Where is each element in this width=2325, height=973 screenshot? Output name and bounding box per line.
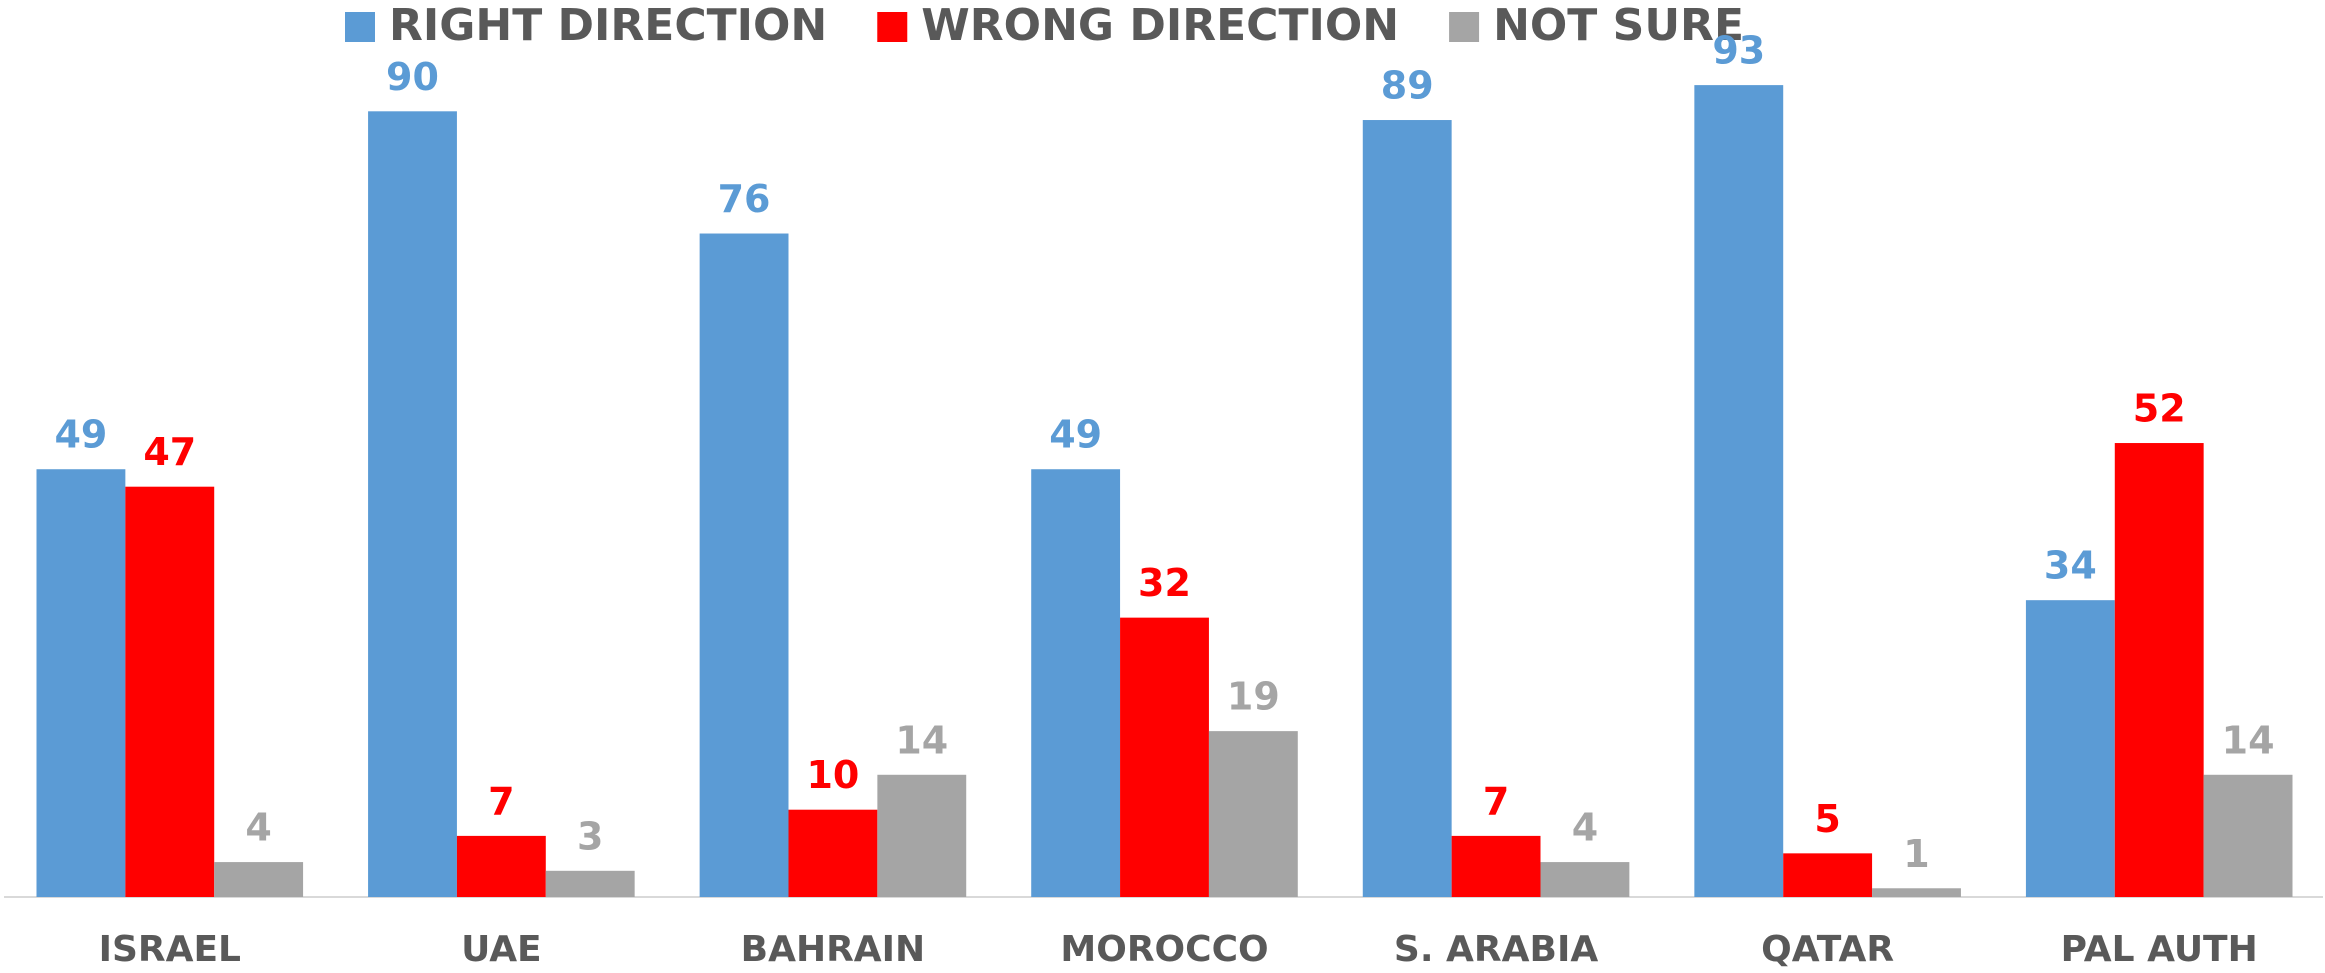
legend-swatch	[877, 12, 908, 42]
bar	[1783, 853, 1873, 897]
bar	[214, 862, 304, 897]
bar	[2203, 774, 2293, 897]
bar	[456, 835, 546, 897]
data-label: 7	[1483, 779, 1509, 823]
bar	[1031, 469, 1121, 897]
legend-label: RIGHT DIRECTION	[389, 0, 827, 51]
legend-label: WRONG DIRECTION	[921, 0, 1399, 51]
bar	[36, 469, 126, 897]
bar	[2025, 600, 2115, 897]
data-label: 1	[1903, 832, 1929, 876]
legend-label: NOT SURE	[1493, 0, 1744, 51]
bar	[1120, 617, 1209, 897]
data-label: 4	[245, 806, 271, 850]
bar	[545, 870, 635, 897]
data-label: 4	[1572, 806, 1598, 850]
bar	[1694, 85, 1784, 898]
data-label: 14	[895, 718, 948, 762]
data-label: 90	[386, 55, 439, 99]
data-label: 14	[2222, 718, 2275, 762]
legend-swatch	[345, 12, 375, 42]
bar	[1208, 731, 1298, 897]
bar	[1872, 888, 1961, 897]
data-label: 89	[1381, 64, 1434, 108]
bar	[1451, 835, 1541, 897]
data-label: 34	[2044, 544, 2097, 588]
bar	[1362, 120, 1452, 897]
x-tick-label: QATAR	[1761, 929, 1894, 970]
x-tick-label: PAL AUTH	[2061, 929, 2258, 970]
bar	[788, 809, 878, 897]
bar	[2114, 443, 2204, 897]
legend-swatch	[1449, 12, 1480, 42]
data-label: 47	[143, 430, 196, 474]
data-label: 32	[1138, 561, 1191, 605]
data-label: 7	[488, 779, 514, 823]
x-tick-label: MOROCCO	[1060, 929, 1268, 970]
x-tick-label: UAE	[461, 929, 542, 970]
data-label: 19	[1227, 675, 1280, 719]
bar	[877, 774, 967, 897]
x-tick-label: S. ARABIA	[1394, 929, 1598, 970]
data-label: 52	[2133, 387, 2186, 431]
data-label: 5	[1814, 797, 1840, 841]
data-label: 49	[1049, 413, 1102, 457]
data-label: 10	[806, 753, 859, 797]
x-tick-label: BAHRAIN	[741, 929, 926, 970]
bar	[368, 111, 457, 898]
data-label: 49	[54, 413, 107, 457]
data-label: 93	[1712, 29, 1765, 73]
bar	[1540, 862, 1630, 897]
x-tick-label: ISRAEL	[99, 929, 241, 970]
data-label: 3	[577, 814, 603, 858]
bar	[699, 233, 789, 897]
bar	[125, 486, 215, 897]
data-label: 76	[718, 177, 771, 221]
